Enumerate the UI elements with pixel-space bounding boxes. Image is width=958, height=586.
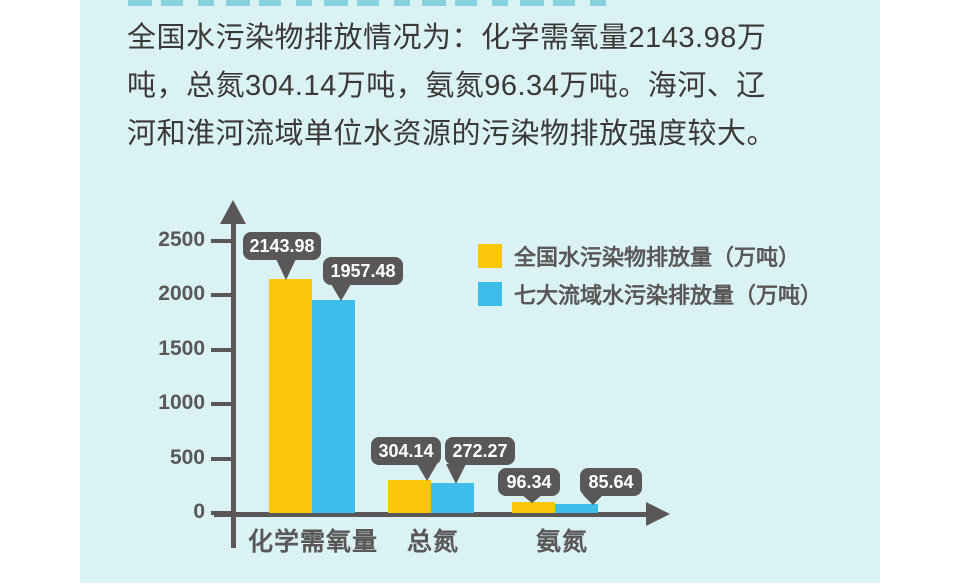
legend-swatch-yellow [478, 244, 502, 268]
callout-pointer [446, 464, 466, 484]
paragraph-line-3: 河和淮河流域单位水资源的污染物排放强度较大。 [127, 118, 777, 150]
y-tick-label: 1000 [158, 391, 205, 414]
paragraph-line-1: 全国水污染物排放情况为：化学需氧量2143.98万 [127, 22, 767, 54]
y-tick-label: 500 [169, 445, 205, 469]
data-callout: 1957.48 [323, 257, 403, 285]
cutoff-heading-remnant [128, 0, 610, 6]
y-tick [211, 402, 231, 406]
y-tick-label: 2000 [158, 282, 205, 305]
data-callout: 272.27 [445, 437, 515, 465]
y-tick-label: 1500 [158, 336, 205, 360]
y-tick-label: 0 [193, 500, 205, 523]
y-tick-label: 2500 [158, 227, 205, 251]
bar-series0-cat1 [388, 480, 431, 513]
y-tick [211, 293, 231, 297]
bar-series1-cat1 [431, 483, 474, 513]
legend-item-basins: 七大流域水污染排放量（万吨） [478, 278, 822, 310]
data-callout: 96.34 [498, 468, 560, 496]
legend-swatch-blue [478, 282, 502, 306]
legend-label-basins: 七大流域水污染排放量（万吨） [514, 283, 823, 308]
bar-series1-cat0 [312, 300, 355, 513]
y-tick [211, 347, 231, 352]
summary-paragraph: 全国水污染物排放情况为：化学需氧量2143.98万 吨，总氮304.14万吨，氨… [127, 14, 847, 158]
callout-pointer [417, 464, 437, 481]
data-callout: 2143.98 [243, 232, 321, 260]
chart-legend: 全国水污染物排放量（万吨） 七大流域水污染排放量（万吨） [478, 240, 822, 316]
paragraph-line-2: 吨，总氮304.14万吨，氨氮96.34万吨。海河、辽 [127, 70, 766, 102]
callout-pointer [331, 284, 351, 301]
x-category-label: 总氮 [406, 528, 459, 556]
x-category-label: 氨氮 [535, 528, 588, 556]
legend-label-national: 全国水污染物排放量（万吨） [514, 245, 801, 270]
callout-pointer [276, 259, 296, 280]
y-axis [231, 222, 236, 548]
x-axis-arrow [646, 502, 670, 526]
callout-pointer [583, 495, 603, 505]
y-axis-arrow [220, 200, 246, 224]
bar-series0-cat2 [512, 502, 555, 513]
callout-pointer [522, 495, 542, 503]
bar-series0-cat0 [269, 279, 312, 513]
bar-series1-cat2 [555, 504, 598, 513]
x-category-label: 化学需氧量 [247, 528, 378, 556]
data-callout: 304.14 [371, 437, 441, 465]
y-tick [211, 456, 231, 461]
x-axis [214, 512, 648, 517]
y-tick [211, 238, 231, 243]
data-callout: 85.64 [580, 468, 642, 496]
legend-item-national: 全国水污染物排放量（万吨） [478, 240, 822, 272]
